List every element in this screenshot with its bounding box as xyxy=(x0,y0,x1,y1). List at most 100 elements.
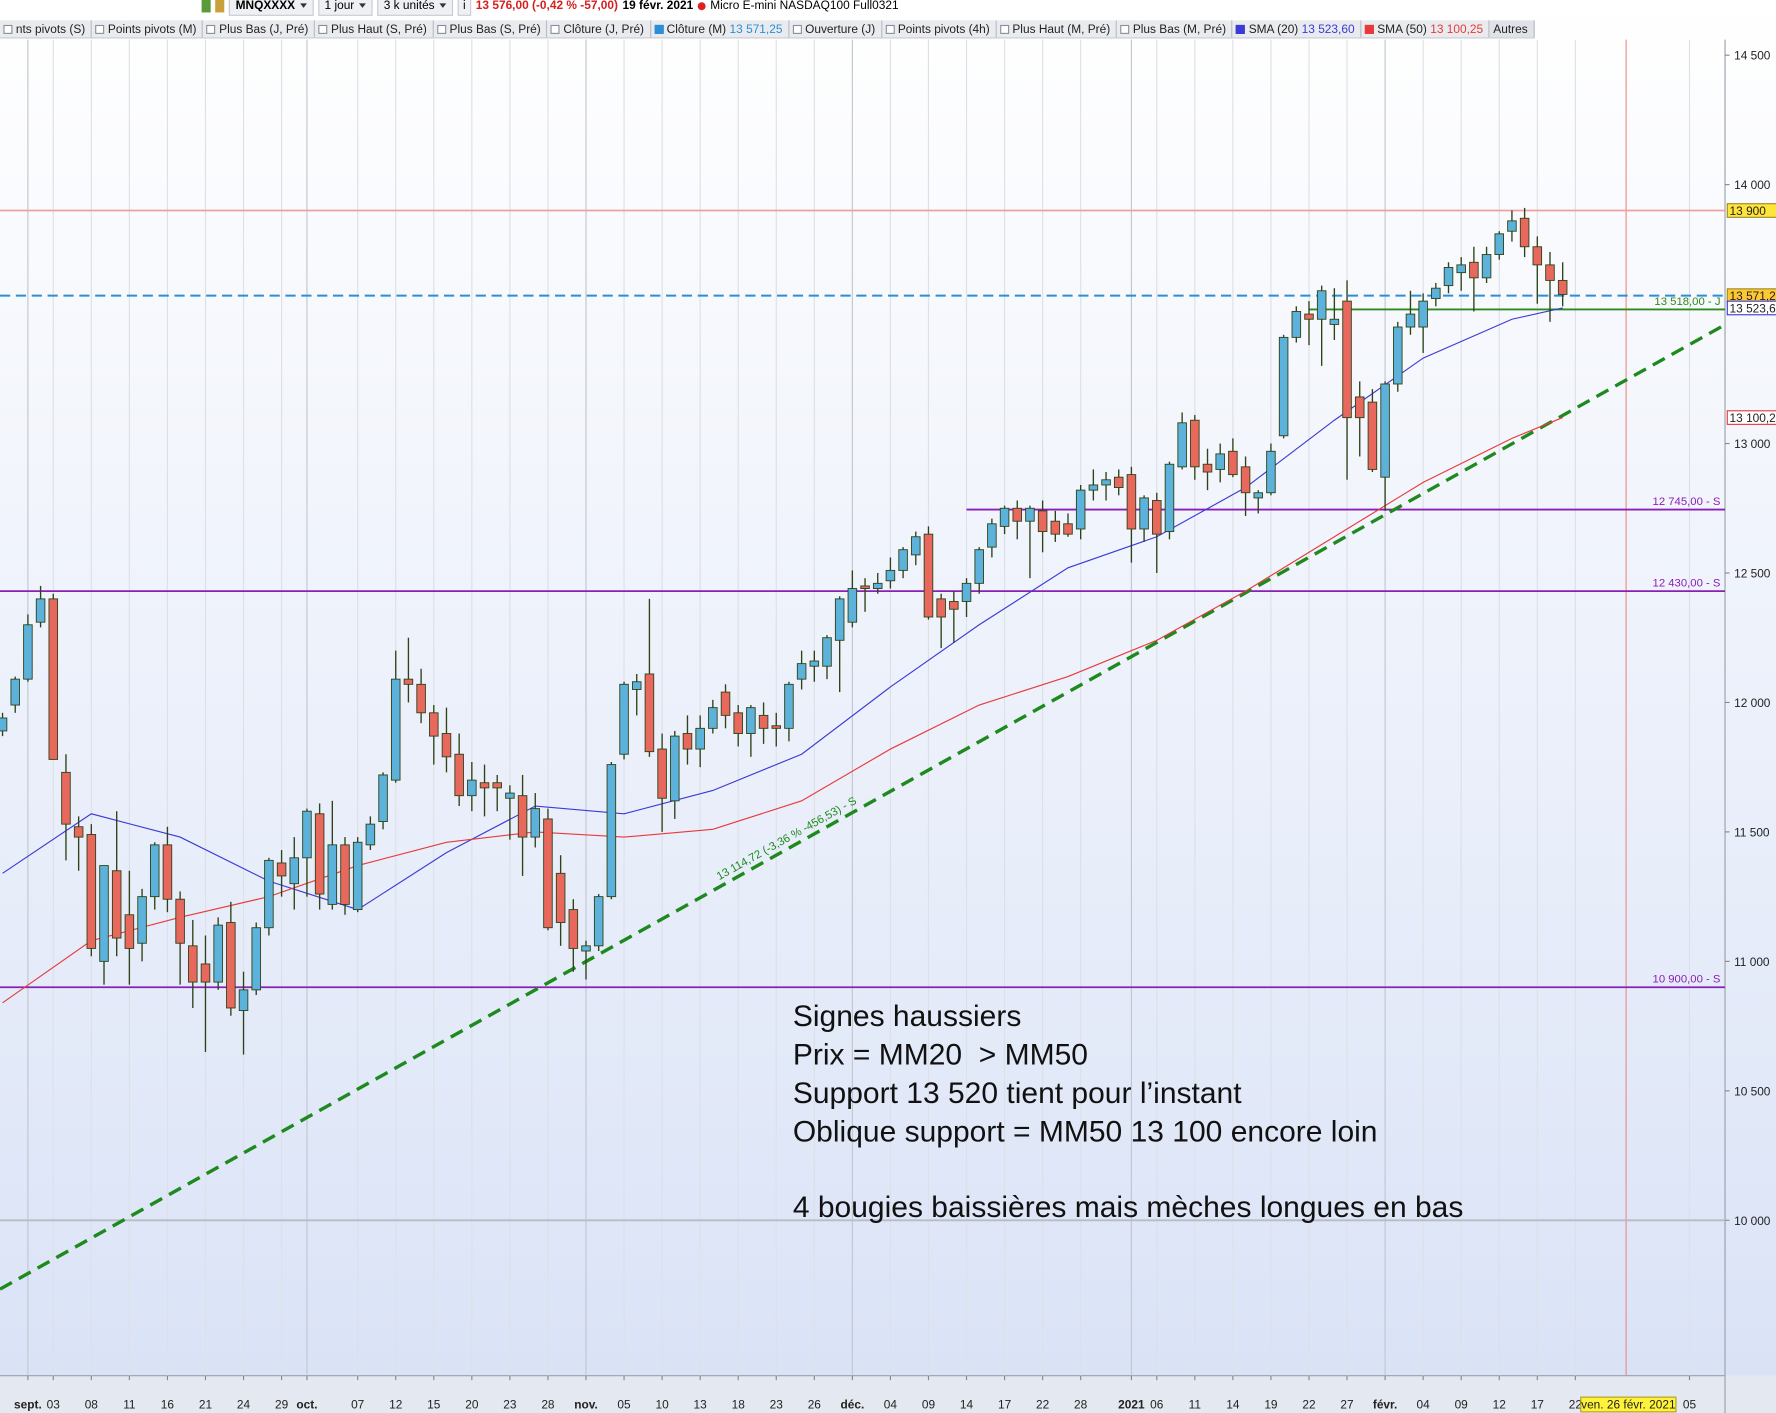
checkbox[interactable] xyxy=(792,24,802,34)
indicator-toggle[interactable]: SMA (50) 13 100,25 xyxy=(1361,20,1490,38)
indicator-toggle[interactable]: Ouverture (J) xyxy=(789,20,882,38)
checkbox[interactable] xyxy=(654,24,664,34)
candle-body xyxy=(1380,383,1390,478)
indicator-toggle[interactable]: nts pivots (S) xyxy=(0,20,93,38)
x-tick-label: 28 xyxy=(1074,1397,1088,1411)
indicator-toggle[interactable]: Points pivots (M) xyxy=(92,20,204,38)
indicator-toggle[interactable]: Clôture (J, Pré) xyxy=(548,20,651,38)
info[interactable]: i xyxy=(457,0,472,16)
quantity-select[interactable]: 3 k unités xyxy=(376,0,453,16)
candle-body xyxy=(416,683,426,714)
x-tick-label: 26 xyxy=(808,1397,822,1411)
candle-body xyxy=(1532,246,1543,266)
checkbox[interactable] xyxy=(1120,24,1130,34)
indicator-name: Ouverture (J) xyxy=(805,22,876,36)
sma-line xyxy=(2,417,1563,1004)
indicator-name: Points pivots (4h) xyxy=(897,22,990,36)
checkbox[interactable] xyxy=(437,24,447,34)
candle-body xyxy=(1418,300,1428,328)
candle-body xyxy=(1431,287,1441,299)
checkbox[interactable] xyxy=(95,24,105,34)
candle-body xyxy=(1443,267,1454,287)
checkbox[interactable] xyxy=(318,24,328,34)
indicator-toggle[interactable]: Points pivots (4h) xyxy=(882,20,997,38)
candle-body xyxy=(1545,264,1555,281)
candle-body xyxy=(847,588,858,623)
candle-body xyxy=(758,714,769,729)
icon[interactable] xyxy=(201,0,211,13)
icon[interactable] xyxy=(215,0,225,13)
candle-body xyxy=(0,717,8,732)
candle-body xyxy=(619,683,629,755)
candle-body xyxy=(644,673,655,753)
x-tick-label: 10 xyxy=(655,1397,669,1411)
candle-body xyxy=(1291,311,1302,338)
indicator-name: Plus Bas (M, Pré) xyxy=(1132,22,1227,36)
indicator-toggle[interactable]: SMA (20) 13 523,60 xyxy=(1233,20,1362,38)
checkbox[interactable] xyxy=(885,24,895,34)
checkbox[interactable] xyxy=(550,24,560,34)
candle-body xyxy=(593,896,604,947)
indicator-toggle[interactable]: Clôture (M) 13 571,25 xyxy=(651,20,790,38)
price-box-label: 13 900 xyxy=(1730,204,1767,218)
indicator-toggle[interactable]: Plus Bas (J, Pré) xyxy=(203,20,316,38)
level-label: 13 518,00 - J xyxy=(1654,296,1720,308)
x-tick-label: oct. xyxy=(296,1397,317,1411)
candle-body xyxy=(1393,326,1403,385)
more-button[interactable]: Autres xyxy=(1489,20,1535,38)
candle-body xyxy=(911,536,921,556)
price-box xyxy=(1726,203,1776,218)
indicator-toggle[interactable]: Plus Haut (S, Pré) xyxy=(315,20,434,38)
x-tick-label: 23 xyxy=(503,1397,517,1411)
candle-body xyxy=(708,707,718,729)
candle-body xyxy=(1139,497,1149,530)
candle-body xyxy=(162,844,173,900)
x-tick-label: 07 xyxy=(351,1397,364,1411)
indicator-name: SMA (50) xyxy=(1377,22,1427,36)
candle-body xyxy=(429,712,439,737)
indicator-name: nts pivots (S) xyxy=(15,22,86,36)
candle-body xyxy=(1190,419,1200,468)
candle-body xyxy=(1164,463,1175,533)
indicator-toggle[interactable]: Plus Bas (S, Pré) xyxy=(434,20,548,38)
candle-body xyxy=(226,922,236,1009)
checkbox[interactable] xyxy=(3,24,13,34)
checkbox[interactable] xyxy=(999,24,1009,34)
candle-body xyxy=(1177,422,1187,468)
period-select[interactable]: 1 jour xyxy=(317,0,373,16)
y-tick-label: 14 500 xyxy=(1734,49,1771,63)
candle-body xyxy=(188,945,198,983)
candle-body xyxy=(860,585,870,589)
x-tick-label: 19 xyxy=(1264,1397,1278,1411)
candle-body xyxy=(530,808,541,838)
y-tick-label: 11 000 xyxy=(1734,955,1770,969)
symbol: MNQXXXX xyxy=(235,0,296,13)
checkbox[interactable] xyxy=(1364,24,1374,34)
candle-body xyxy=(1557,279,1568,295)
candle-body xyxy=(543,818,553,929)
indicator-name: Clôture (J, Pré) xyxy=(563,22,645,36)
indicator-toggle[interactable]: Plus Haut (M, Pré) xyxy=(997,20,1117,38)
candle-body xyxy=(1481,254,1492,279)
candle-body xyxy=(1519,217,1530,248)
x-tick-label: 24 xyxy=(237,1397,251,1411)
candle-body xyxy=(1228,450,1238,476)
indicator-toggle[interactable]: Plus Bas (M, Pré) xyxy=(1117,20,1233,38)
symbol-select[interactable]: MNQXXXX xyxy=(228,0,314,16)
x-tick-label: 04 xyxy=(1417,1397,1431,1411)
checkbox[interactable] xyxy=(206,24,216,34)
quote-date: 19 févr. 2021 xyxy=(622,0,694,13)
candle-body xyxy=(1253,492,1264,499)
checkbox[interactable] xyxy=(1236,24,1246,34)
candle-body xyxy=(175,898,185,944)
x-tick-label: 08 xyxy=(85,1397,99,1411)
candle-body xyxy=(746,707,756,734)
candle-body xyxy=(720,691,731,716)
y-tick-label: 14 000 xyxy=(1734,178,1771,192)
candle-body xyxy=(378,774,388,823)
candle-body xyxy=(454,753,464,797)
candle-body xyxy=(1215,453,1225,470)
y-tick-label: 11 500 xyxy=(1734,825,1770,839)
cursor-date-box xyxy=(1580,1396,1677,1413)
